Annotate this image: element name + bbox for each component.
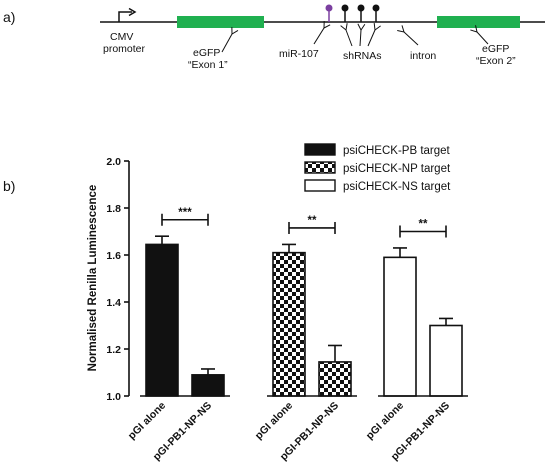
intron-pointer bbox=[397, 25, 419, 46]
x-tick-label: pGI alone bbox=[126, 400, 168, 442]
cmv-label: CMV bbox=[110, 31, 133, 43]
egfp-exon-1-sublabel: “Exon 1” bbox=[188, 59, 228, 71]
panel-a: a) CMV promoter eGFP “Exon 1” miR-107 sh… bbox=[3, 4, 545, 71]
y-tick-label: 1.0 bbox=[106, 391, 121, 403]
significance-label: ** bbox=[419, 219, 428, 231]
legend: psiCHECK-PB target psiCHECK-NP target psiC… bbox=[304, 143, 451, 193]
shrna-marker-2 bbox=[357, 4, 365, 12]
shrna-pointer-1 bbox=[340, 23, 353, 47]
legend-label: psiCHECK-NP target bbox=[343, 163, 451, 175]
egfp-exon-1-pointer bbox=[221, 27, 239, 53]
y-tick-label: 1.6 bbox=[106, 250, 121, 262]
promoter-label: promoter bbox=[103, 43, 146, 55]
x-tick-label: pGI alone bbox=[364, 400, 406, 442]
shrna-marker-3 bbox=[372, 4, 380, 12]
bar bbox=[191, 374, 225, 397]
panel-b-label: b) bbox=[3, 178, 15, 194]
legend-label: psiCHECK-PB target bbox=[343, 145, 451, 157]
shrna-pointer-2 bbox=[357, 23, 366, 47]
shrna-label: shRNAs bbox=[343, 50, 382, 62]
y-tick-label: 1.2 bbox=[106, 344, 121, 356]
panel-b: b) Normalised Renilla Luminescence 1.01.… bbox=[3, 143, 468, 463]
egfp-exon-2-pointer bbox=[470, 25, 489, 45]
y-axis-label: Normalised Renilla Luminescence bbox=[87, 185, 99, 372]
legend-label: psiCHECK-NS target bbox=[343, 181, 451, 193]
legend-swatch bbox=[304, 179, 336, 192]
intron-label: intron bbox=[410, 50, 436, 62]
bar bbox=[383, 256, 417, 397]
legend-swatch bbox=[304, 161, 336, 174]
x-tick-label: pGI alone bbox=[253, 400, 295, 442]
promoter-arrow-head-icon bbox=[128, 7, 137, 17]
mir-107-pointer bbox=[313, 21, 331, 45]
legend-swatch bbox=[304, 143, 336, 156]
egfp-exon-1-label: eGFP bbox=[193, 47, 220, 59]
shrna-marker-1 bbox=[341, 4, 349, 12]
mir-107-marker bbox=[325, 4, 333, 12]
bar bbox=[429, 324, 463, 397]
bar bbox=[145, 243, 179, 397]
egfp-exon-1-box bbox=[177, 16, 264, 28]
panel-a-label: a) bbox=[3, 9, 15, 25]
significance-label: ** bbox=[308, 215, 317, 227]
y-axis: 1.0 1.2 1.4 1.6 1.8 2.0 bbox=[106, 156, 130, 403]
egfp-exon-2-label: eGFP bbox=[482, 43, 509, 55]
bar bbox=[318, 361, 352, 397]
y-tick-label: 1.4 bbox=[106, 297, 121, 309]
y-tick-label: 1.8 bbox=[106, 203, 121, 215]
mir-107-label: miR-107 bbox=[279, 48, 319, 60]
egfp-exon-2-sublabel: “Exon 2” bbox=[476, 55, 516, 67]
y-tick-label: 2.0 bbox=[106, 156, 121, 168]
significance-label: *** bbox=[178, 207, 192, 219]
shrna-pointer-3 bbox=[367, 23, 381, 47]
bar bbox=[272, 251, 306, 397]
egfp-exon-2-box bbox=[437, 16, 520, 28]
promoter-arrow-icon bbox=[118, 11, 132, 22]
